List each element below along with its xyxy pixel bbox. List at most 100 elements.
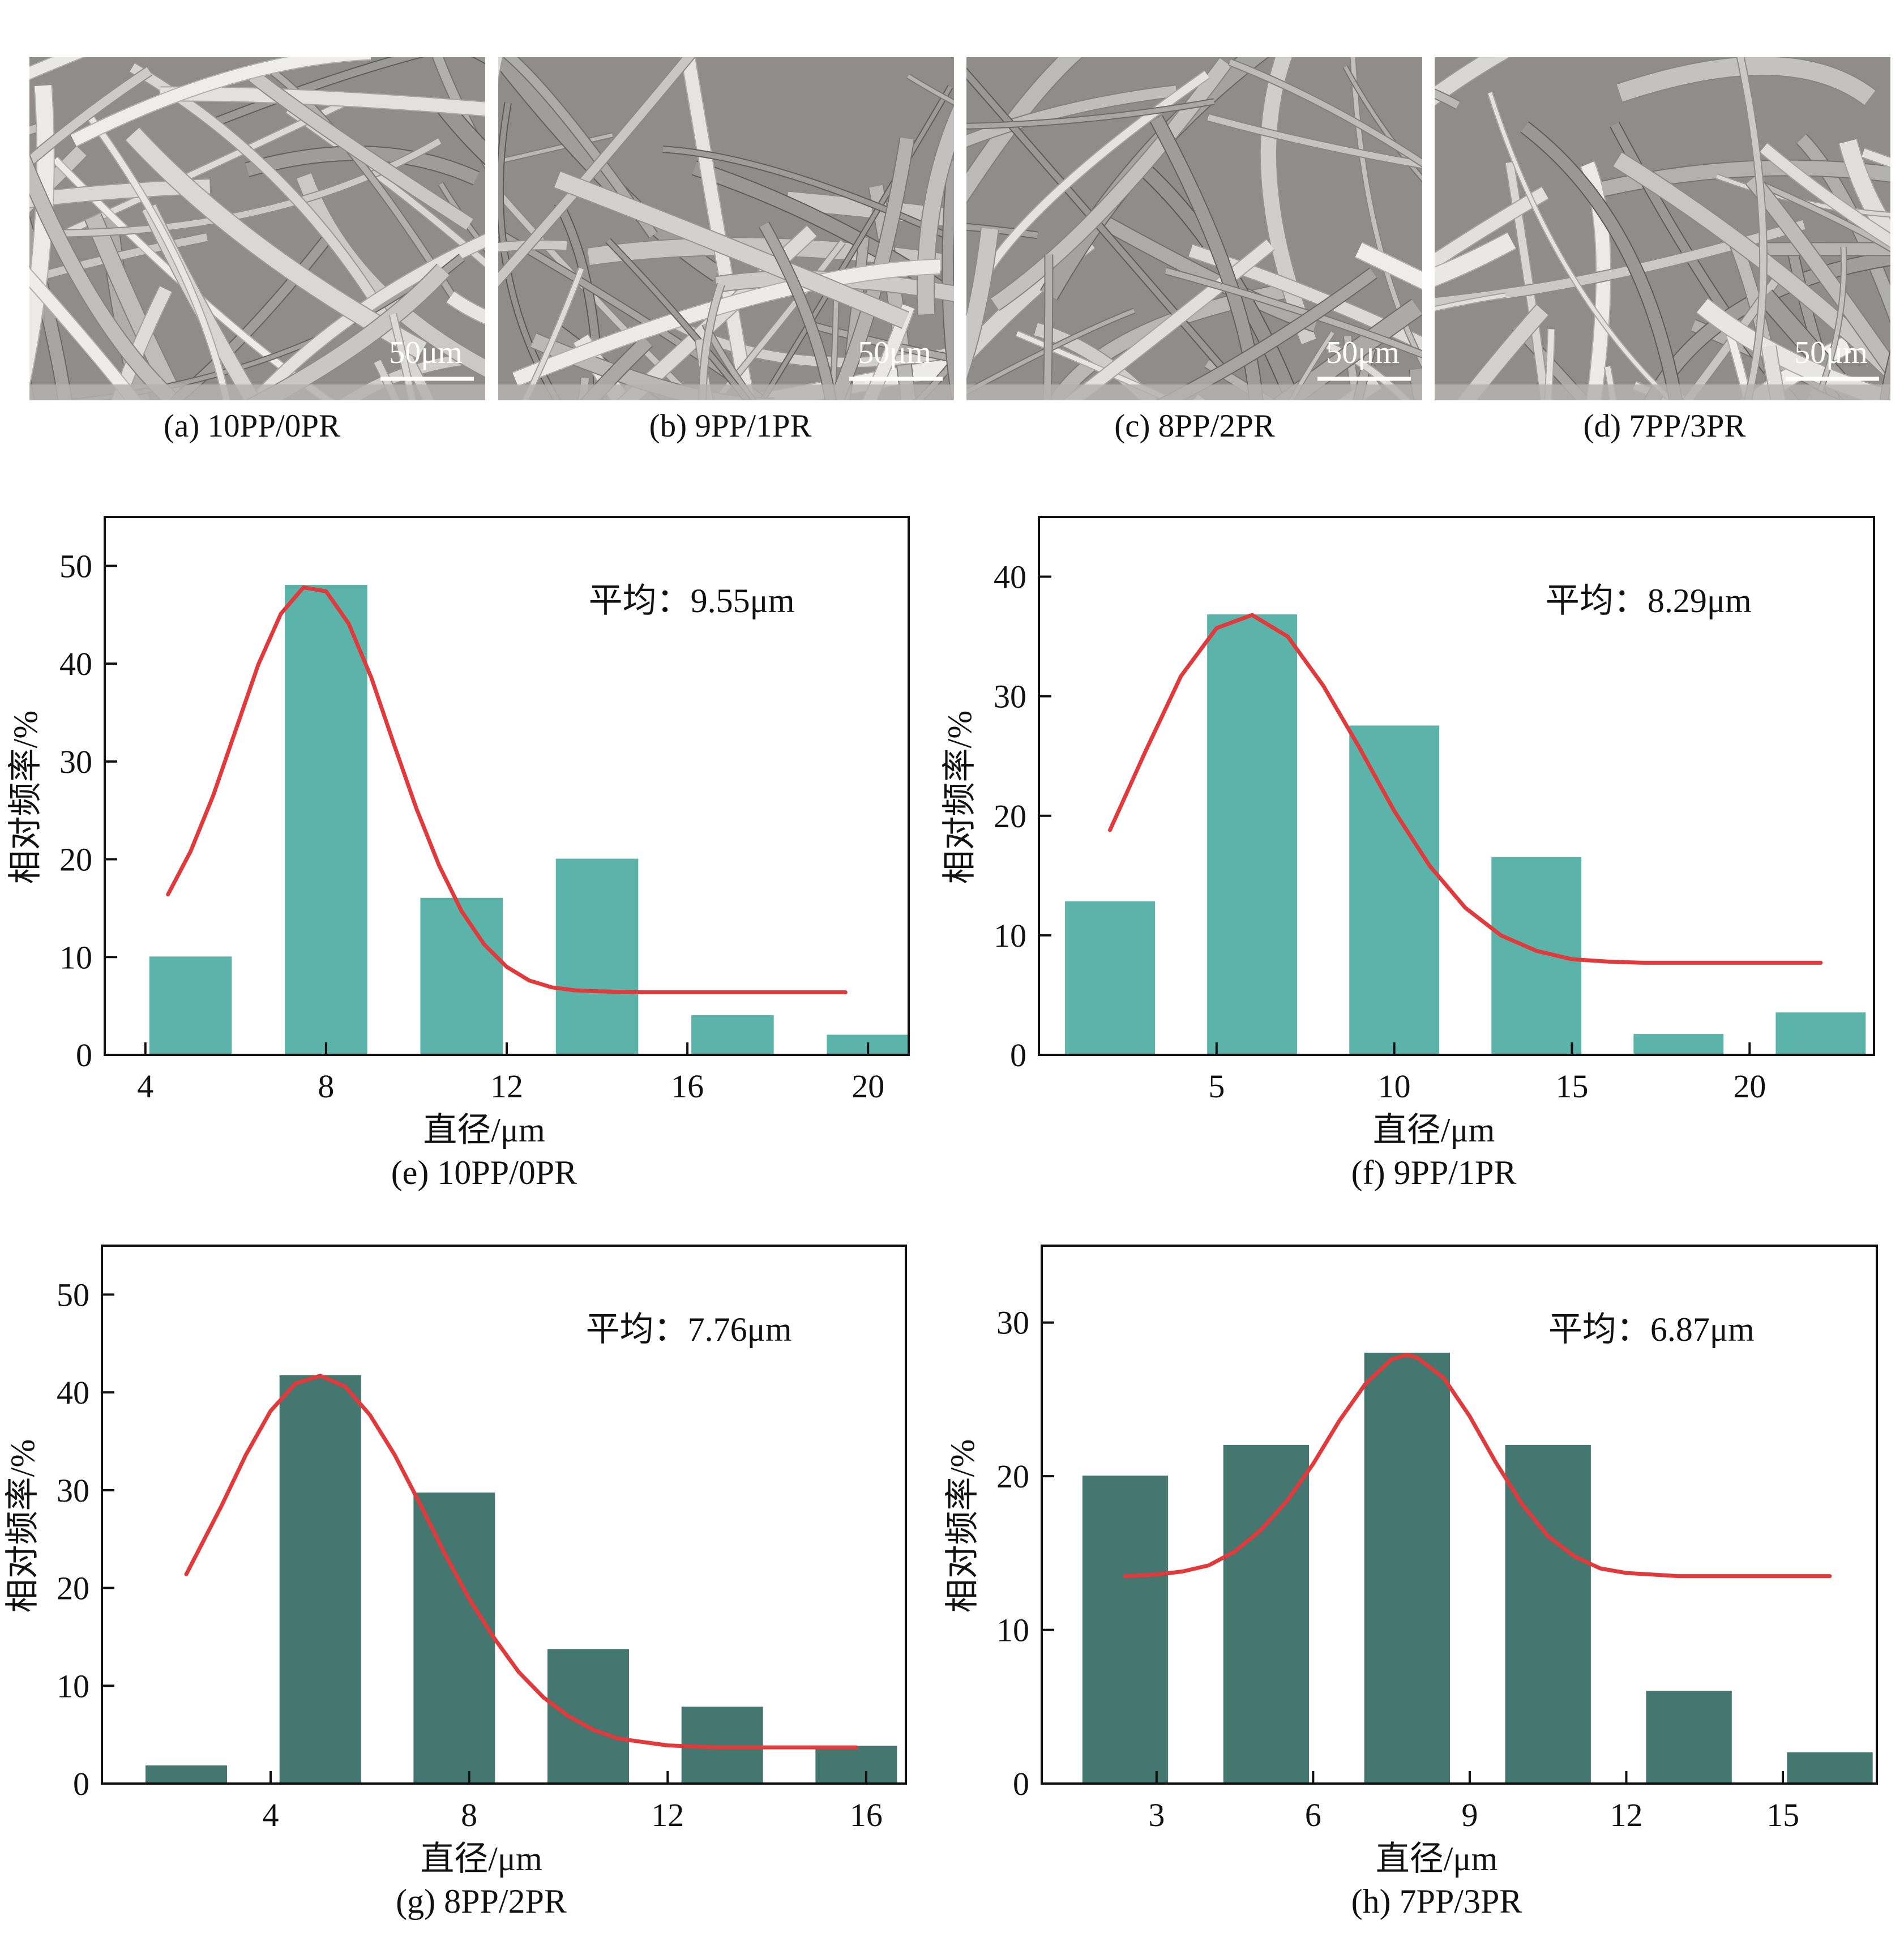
histogram-bar — [285, 584, 367, 1055]
sem-fiber — [1737, 57, 1766, 400]
sem-fiber — [1165, 268, 1422, 357]
sem-caption-c: (c) 8PP/2PR — [1114, 408, 1275, 444]
sem-fiber — [943, 160, 954, 400]
histogram-e: 0 10 20 30 40 50 4 8 12 16 20 直径/μm (e) 10PP/0PR 相对频率… — [0, 498, 929, 1195]
x-tick-label: 6 — [1305, 1797, 1321, 1833]
sem-fiber — [1746, 174, 1890, 380]
y-tick-label: 10 — [57, 1667, 89, 1704]
sem-fiber — [29, 67, 152, 168]
sem-fiber — [71, 57, 371, 146]
sem-fiber — [1435, 233, 1516, 287]
sem-fiber — [1814, 246, 1846, 400]
sem-fiber — [249, 71, 473, 230]
sem-fiber — [918, 105, 954, 315]
sem-fiber — [721, 356, 954, 400]
sem-fiber — [29, 268, 142, 400]
sem-scale-label: 50μm — [1326, 335, 1400, 370]
mean-annotation: 平均：6.87μm — [1548, 1311, 1755, 1348]
y-tick-label: 10 — [59, 939, 92, 976]
sem-fiber — [1229, 59, 1422, 166]
y-tick-label: 0 — [1010, 1037, 1026, 1074]
sem-fiber — [433, 57, 485, 168]
histogram-bar — [1349, 725, 1440, 1055]
sem-fiber — [504, 57, 657, 238]
histogram-bar — [555, 858, 639, 1056]
sem-fiber — [499, 194, 699, 400]
histogram-bar — [547, 1649, 630, 1785]
sem-fiber — [1613, 152, 1890, 382]
chart-caption: (f) 9PP/1PR — [1351, 1154, 1517, 1191]
histogram-bar — [1065, 901, 1155, 1055]
sem-fiber — [606, 238, 751, 400]
histogram-bar — [1646, 1691, 1732, 1785]
y-tick-label: 30 — [994, 678, 1026, 715]
fit-curve — [166, 585, 848, 994]
histogram-bar — [1223, 1444, 1310, 1785]
x-axis-label: 直径/μm — [1373, 1111, 1495, 1149]
sem-fiber — [1150, 116, 1263, 400]
sem-fiber — [1725, 327, 1752, 400]
sem-fiber — [966, 309, 1135, 395]
sem-fiber — [112, 286, 172, 400]
y-tick-label: 30 — [59, 743, 92, 780]
y-tick-label: 20 — [996, 1458, 1029, 1495]
sem-fiber — [1435, 220, 1805, 307]
sem-fiber — [829, 137, 914, 400]
plot-frame — [101, 1245, 907, 1785]
sem-fiber — [85, 213, 186, 400]
sem-fiber — [1683, 270, 1785, 400]
sem-fiber — [1505, 161, 1549, 400]
sem-fiber — [159, 87, 485, 116]
sem-fiber — [498, 133, 613, 164]
x-axis-label: 直径/μm — [423, 1111, 545, 1149]
x-tick-label: 9 — [1461, 1797, 1478, 1833]
sem-fiber — [966, 85, 1177, 147]
histogram-bar — [146, 1765, 228, 1785]
chart-caption: (e) 10PP/0PR — [391, 1154, 577, 1191]
x-tick-label: 8 — [461, 1797, 477, 1833]
sem-fiber — [1616, 57, 1876, 105]
mean-annotation: 平均：7.76μm — [586, 1311, 792, 1348]
x-axis-label: 直径/μm — [1376, 1840, 1498, 1878]
x-tick-label: 10 — [1378, 1068, 1411, 1105]
sem-fiber — [83, 110, 230, 400]
sem-info-bar — [966, 384, 1422, 400]
plot-frame — [1041, 1245, 1878, 1785]
sem-fiber — [966, 99, 1215, 129]
x-tick-label: 20 — [1733, 1068, 1766, 1105]
histogram-bar — [691, 1015, 774, 1056]
y-tick-label: 20 — [59, 841, 92, 878]
histogram-f: 0 10 20 30 40 5 10 15 20 直径/μm (f) 9PP/1PR 相对频率/% 平均… — [940, 498, 1902, 1195]
sem-fibers: 50μm — [498, 57, 954, 400]
sem-fiber — [1521, 122, 1682, 400]
histogram-bar — [1633, 1034, 1724, 1055]
y-tick-label: 40 — [59, 645, 92, 682]
y-tick-label: 10 — [996, 1612, 1029, 1649]
sem-info-bar — [29, 384, 485, 400]
sem-image-b: 50μm — [498, 57, 954, 400]
sem-image-d: 50μm — [1435, 57, 1890, 400]
sem-fiber — [1760, 143, 1890, 247]
sem-image-a: 50μm — [29, 57, 485, 400]
y-tick-label: 10 — [994, 917, 1026, 954]
sem-fiber — [966, 228, 998, 378]
y-tick-label: 20 — [994, 798, 1026, 835]
sem-fiber — [498, 57, 695, 287]
sem-fiber — [390, 313, 416, 400]
y-tick-label: 30 — [996, 1305, 1029, 1341]
sem-fiber — [554, 172, 909, 328]
sem-fiber — [1355, 243, 1422, 289]
histogram-bar — [279, 1375, 361, 1784]
sem-fiber — [1043, 254, 1052, 400]
sem-fiber — [439, 182, 485, 251]
sem-scale-label: 50μm — [389, 335, 463, 370]
x-axis-label: 直径/μm — [420, 1840, 542, 1878]
x-tick-label: 8 — [318, 1068, 334, 1105]
x-tick-label: 12 — [490, 1068, 523, 1105]
sem-caption-d: (d) 7PP/3PR — [1583, 408, 1746, 444]
sem-fiber — [1725, 228, 1782, 400]
x-tick-label: 15 — [1555, 1068, 1588, 1105]
plot-frame — [1038, 516, 1875, 1056]
sem-image-c: 50μm — [966, 57, 1422, 400]
sem-fiber — [1435, 293, 1506, 311]
